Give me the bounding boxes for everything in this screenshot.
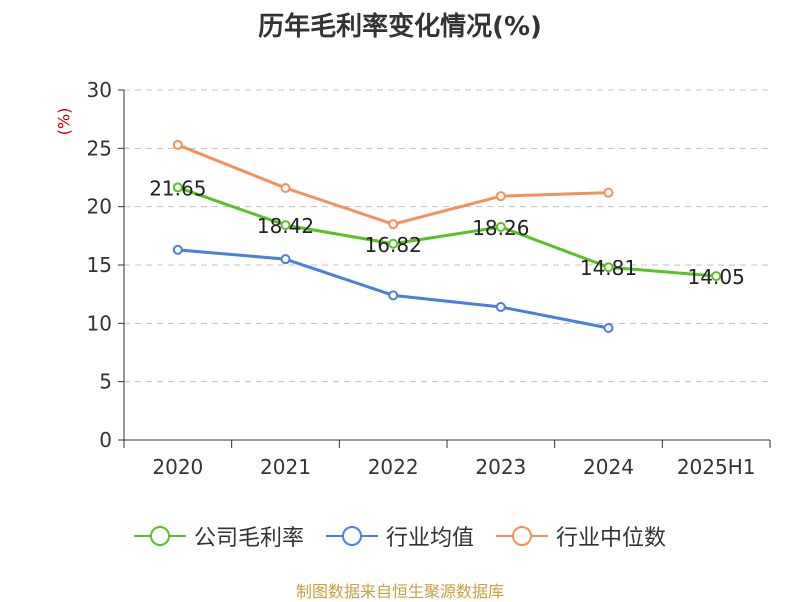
y-tick-label: 15 xyxy=(87,253,112,277)
legend-marker xyxy=(341,526,362,546)
x-tick-label: 2024 xyxy=(583,455,634,479)
data-label: 21.65 xyxy=(149,176,206,200)
data-point xyxy=(388,238,399,249)
legend-line-icon xyxy=(133,526,186,546)
legend-label: 行业均值 xyxy=(385,526,474,551)
legend-line-icon xyxy=(496,526,548,546)
data-point xyxy=(280,220,291,231)
legend-label: 公司毛利率 xyxy=(193,526,304,551)
legend-label: 行业中位数 xyxy=(556,526,667,551)
data-point xyxy=(280,254,291,265)
y-tick-label: 10 xyxy=(87,311,112,335)
grid-layer xyxy=(124,89,770,383)
data-point xyxy=(711,271,722,282)
axis-layer: 0 5 10 15 20 25 30 2020 2021 2022 2023 2024 2025H1 xyxy=(87,78,771,479)
legend-item-company[interactable]: 公司毛利率 xyxy=(133,520,304,552)
x-tick-label: 2020 xyxy=(152,455,203,479)
legend-line-icon xyxy=(325,526,378,546)
series-line xyxy=(177,186,717,278)
data-point xyxy=(388,290,399,301)
data-point xyxy=(388,219,399,230)
series-line xyxy=(177,143,609,226)
data-label: 14.81 xyxy=(580,256,637,280)
data-point xyxy=(172,244,183,255)
y-tick-label: 30 xyxy=(87,78,112,102)
data-point xyxy=(172,182,183,193)
x-tick-label: 2022 xyxy=(368,455,419,479)
series-layer xyxy=(172,139,722,333)
series-line xyxy=(177,248,609,330)
y-tick-label: 20 xyxy=(87,195,112,219)
legend-marker xyxy=(149,526,170,546)
legend-item-industry-median[interactable]: 行业中位数 xyxy=(496,520,666,552)
y-tick-label: 5 xyxy=(99,370,112,394)
data-label: 18.26 xyxy=(472,216,529,240)
x-tick-label: 2025H1 xyxy=(677,455,756,479)
data-label: 18.42 xyxy=(257,214,314,238)
data-point xyxy=(280,183,291,193)
y-tick-label: 0 xyxy=(99,428,112,452)
data-point xyxy=(495,302,506,312)
data-point xyxy=(495,191,506,202)
x-tick-label: 2021 xyxy=(260,455,311,479)
data-label-layer: 21.65 18.42 16.82 18.26 14.81 14.05 xyxy=(149,176,745,289)
y-tick-label: 25 xyxy=(87,136,112,160)
data-label: 14.05 xyxy=(688,265,745,289)
x-tick-label: 2023 xyxy=(475,455,526,479)
legend-item-industry-avg[interactable]: 行业均值 xyxy=(325,520,474,552)
data-point xyxy=(603,323,614,333)
source-note: 制图数据来自恒生聚源数据库 xyxy=(295,582,504,601)
data-point xyxy=(495,221,506,232)
data-point xyxy=(172,139,183,150)
data-label: 16.82 xyxy=(365,233,422,257)
chart-title: 历年毛利率变化情况(%) xyxy=(258,12,542,42)
data-point xyxy=(603,262,614,273)
legend: 公司毛利率 行业均值 行业中位数 xyxy=(0,520,800,552)
data-point xyxy=(603,187,614,198)
legend-marker xyxy=(512,526,532,546)
